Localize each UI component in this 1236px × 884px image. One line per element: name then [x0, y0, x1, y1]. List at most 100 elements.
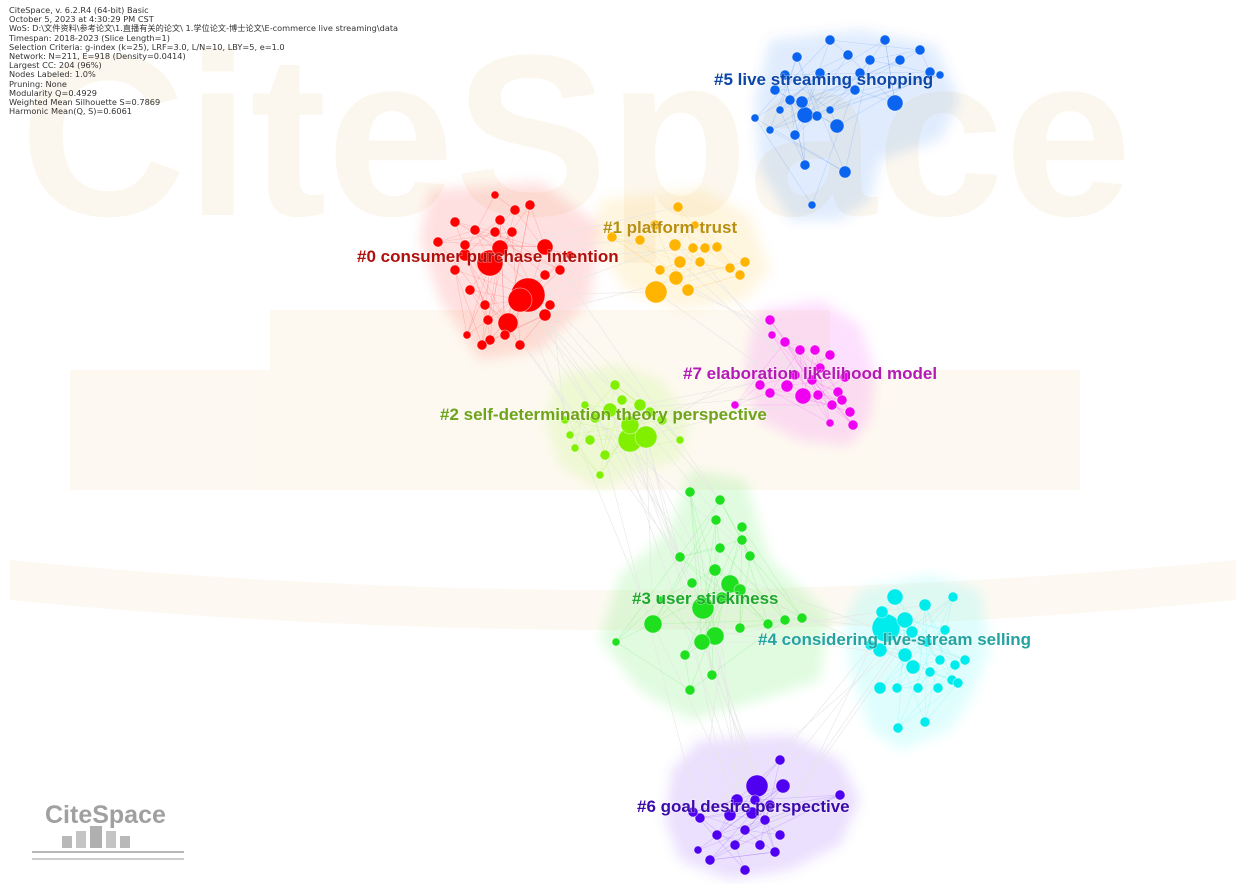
network-node[interactable] [536, 238, 554, 256]
network-node[interactable] [693, 845, 703, 855]
network-node[interactable] [589, 412, 601, 424]
network-node[interactable] [749, 794, 761, 806]
network-node[interactable] [764, 799, 776, 811]
network-node[interactable] [679, 649, 691, 661]
network-node[interactable] [729, 839, 741, 851]
network-node[interactable] [754, 379, 766, 391]
network-node[interactable] [959, 654, 971, 666]
network-node[interactable] [811, 110, 823, 122]
network-node[interactable] [924, 666, 936, 678]
network-node[interactable] [560, 415, 570, 425]
network-node[interactable] [774, 829, 786, 841]
network-node[interactable] [710, 514, 722, 526]
network-node[interactable] [711, 829, 723, 841]
network-node[interactable] [672, 201, 684, 213]
network-node[interactable] [499, 329, 511, 341]
network-node[interactable] [681, 283, 695, 297]
network-node[interactable] [459, 239, 471, 251]
network-node[interactable] [479, 299, 491, 311]
network-node[interactable] [764, 387, 776, 399]
network-node[interactable] [775, 105, 785, 115]
network-node[interactable] [602, 402, 618, 418]
network-node[interactable] [750, 113, 760, 123]
network-node[interactable] [892, 722, 904, 734]
network-node[interactable] [699, 242, 711, 254]
network-node[interactable] [796, 612, 808, 624]
network-node[interactable] [634, 234, 646, 246]
network-node[interactable] [826, 399, 838, 411]
network-node[interactable] [497, 312, 519, 334]
network-node[interactable] [611, 637, 621, 647]
network-node[interactable] [864, 54, 876, 66]
network-node[interactable] [912, 682, 924, 694]
network-node[interactable] [919, 716, 931, 728]
network-node[interactable] [894, 54, 906, 66]
network-node[interactable] [655, 595, 665, 605]
network-node[interactable] [838, 165, 852, 179]
network-node[interactable] [675, 435, 685, 445]
network-node[interactable] [730, 400, 740, 410]
network-node[interactable] [807, 200, 817, 210]
network-node[interactable] [780, 379, 794, 393]
network-node[interactable] [449, 216, 461, 228]
network-node[interactable] [854, 67, 866, 79]
network-node[interactable] [674, 551, 686, 563]
network-node[interactable] [506, 226, 518, 238]
network-node[interactable] [565, 250, 575, 260]
network-node[interactable] [539, 269, 551, 281]
network-node[interactable] [643, 614, 663, 634]
network-node[interactable] [734, 622, 746, 634]
network-node[interactable] [711, 241, 723, 253]
network-node[interactable] [739, 864, 751, 876]
network-node[interactable] [779, 69, 791, 81]
network-node[interactable] [744, 550, 756, 562]
network-node[interactable] [687, 806, 699, 818]
network-node[interactable] [489, 226, 501, 238]
network-node[interactable] [714, 494, 726, 506]
network-node[interactable] [469, 224, 481, 236]
network-node[interactable] [934, 654, 946, 666]
network-node[interactable] [914, 44, 926, 56]
network-node[interactable] [794, 387, 812, 405]
network-node[interactable] [565, 430, 575, 440]
network-node[interactable] [765, 125, 775, 135]
network-node[interactable] [872, 642, 888, 658]
network-node[interactable] [491, 239, 509, 257]
network-node[interactable] [779, 614, 791, 626]
network-node[interactable] [649, 219, 661, 231]
network-node[interactable] [730, 793, 744, 807]
network-node[interactable] [814, 67, 826, 79]
network-node[interactable] [733, 583, 747, 597]
network-node[interactable] [476, 339, 488, 351]
network-node[interactable] [886, 94, 904, 112]
network-node[interactable] [839, 371, 851, 383]
network-node[interactable] [935, 70, 945, 80]
network-node[interactable] [714, 542, 726, 554]
network-node[interactable] [634, 425, 658, 449]
network-node[interactable] [745, 806, 759, 820]
network-node[interactable] [873, 681, 887, 695]
network-node[interactable] [668, 238, 682, 252]
network-node[interactable] [829, 118, 845, 134]
network-node[interactable] [896, 611, 914, 629]
network-node[interactable] [824, 349, 836, 361]
network-node[interactable] [570, 443, 580, 453]
network-node[interactable] [825, 105, 835, 115]
network-node[interactable] [514, 339, 526, 351]
network-node[interactable] [864, 639, 876, 651]
network-node[interactable] [759, 814, 771, 826]
network-node[interactable] [656, 414, 668, 426]
network-node[interactable] [774, 754, 786, 766]
network-node[interactable] [924, 66, 936, 78]
network-node[interactable] [584, 434, 596, 446]
network-node[interactable] [462, 330, 472, 340]
network-node[interactable] [484, 334, 496, 346]
network-node[interactable] [824, 34, 836, 46]
network-node[interactable] [918, 598, 932, 612]
network-node[interactable] [769, 846, 781, 858]
network-node[interactable] [482, 314, 494, 326]
network-node[interactable] [825, 418, 835, 428]
network-node[interactable] [580, 400, 590, 410]
network-node[interactable] [694, 812, 706, 824]
network-node[interactable] [704, 854, 716, 866]
